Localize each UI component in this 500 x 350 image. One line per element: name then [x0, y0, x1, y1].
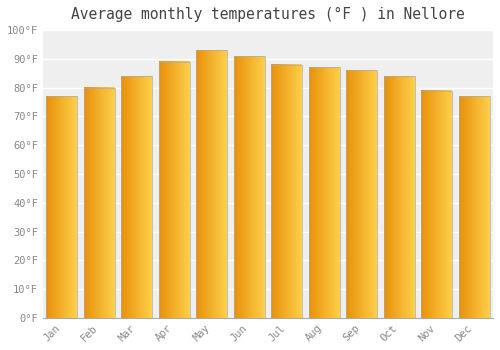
Bar — [346, 70, 377, 318]
Bar — [272, 65, 302, 318]
Bar — [46, 96, 77, 318]
Bar — [459, 96, 490, 318]
Bar — [234, 56, 264, 318]
Bar — [159, 62, 190, 318]
Bar — [384, 76, 414, 318]
Bar — [122, 76, 152, 318]
Title: Average monthly temperatures (°F ) in Nellore: Average monthly temperatures (°F ) in Ne… — [71, 7, 465, 22]
Bar — [196, 50, 227, 318]
Bar — [84, 88, 114, 318]
Bar — [309, 68, 340, 318]
Bar — [422, 91, 452, 318]
